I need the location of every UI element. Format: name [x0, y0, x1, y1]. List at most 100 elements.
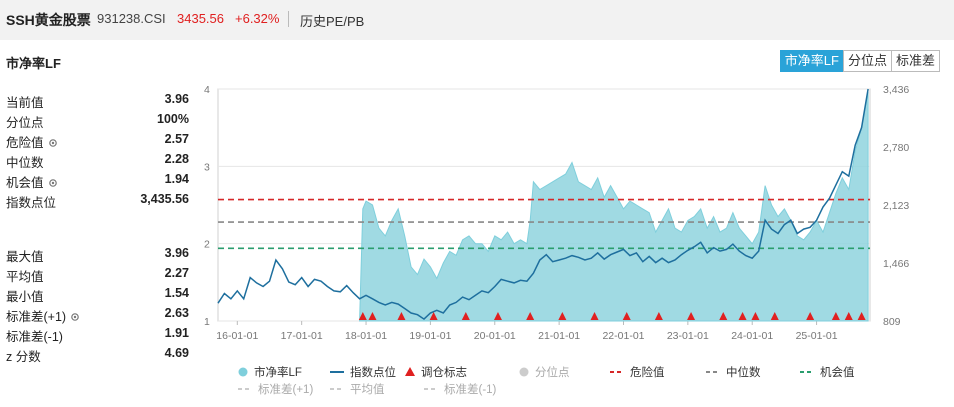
stat-value: 1.91: [164, 326, 189, 340]
stat-row: 最大值 3.96: [6, 246, 189, 264]
stat-row: z 分数 4.69: [6, 346, 189, 364]
stat-label: 标准差(+1): [6, 306, 80, 325]
stat-row: 危险值 2.57: [6, 132, 189, 150]
legend-label: 平均值: [350, 384, 385, 396]
legend-label: 指数点位: [350, 367, 396, 379]
x-tick-label: 24-01-01: [731, 330, 773, 342]
rebalance-marker: [622, 312, 631, 320]
legend-item[interactable]: 危险值: [610, 364, 665, 380]
y-left-tick-label: 1: [204, 316, 210, 328]
legend-item[interactable]: 平均值: [330, 381, 385, 397]
stat-value: 4.69: [164, 346, 189, 360]
rebalance-marker: [368, 312, 377, 320]
y-left-tick-label: 3: [204, 161, 210, 173]
legend-symbol-icon: [706, 367, 720, 380]
tab-std-dev[interactable]: 标准差: [890, 50, 940, 72]
stat-row: 当前值 3.96: [6, 92, 189, 110]
legend-symbol-icon: [330, 384, 344, 397]
settings-icon[interactable]: [70, 311, 80, 321]
top-header: SSH黄金股票 931238.CSI 3435.56 +6.32% 历史PE/P…: [0, 0, 954, 38]
legend-label: 危险值: [630, 367, 665, 379]
stat-value: 1.54: [164, 286, 189, 300]
stat-value: 3.96: [164, 92, 189, 106]
legend-label: 分位点: [535, 367, 570, 379]
index-change: +6.32%: [235, 11, 280, 26]
legend-symbol-icon: [800, 367, 814, 380]
legend-label: 调仓标志: [421, 367, 467, 379]
settings-icon[interactable]: [48, 177, 58, 187]
legend-symbol-icon: [405, 367, 415, 380]
stat-row: 指数点位 3,435.56: [6, 192, 189, 210]
stat-label: 机会值: [6, 172, 58, 191]
index-price: 3435.56: [177, 11, 224, 26]
header-divider: [288, 11, 289, 27]
stat-label: 标准差(-1): [6, 330, 63, 344]
stat-label: 当前值: [6, 96, 44, 110]
y-right-tick-label: 2,780: [883, 142, 909, 154]
stat-label: 最大值: [6, 250, 44, 264]
legend-label: 中位数: [726, 367, 761, 379]
stat-value: 2.28: [164, 152, 189, 166]
y-left-tick-label: 4: [204, 84, 210, 96]
stat-value: 2.27: [164, 266, 189, 280]
legend-item[interactable]: 标准差(+1): [238, 381, 313, 397]
legend-symbol-icon: [610, 367, 624, 380]
legend-symbol-icon: [424, 384, 438, 397]
rebalance-marker: [429, 312, 438, 320]
x-tick-label: 20-01-01: [474, 330, 516, 342]
rebalance-marker: [687, 312, 696, 320]
stat-value: 2.57: [164, 132, 189, 146]
legend-symbol-icon: [330, 367, 344, 380]
legend-item[interactable]: 指数点位: [330, 364, 396, 380]
stat-row: 分位点 100%: [6, 112, 189, 130]
x-tick-label: 18-01-01: [345, 330, 387, 342]
stat-label: 分位点: [6, 116, 44, 130]
legend-item[interactable]: 调仓标志: [405, 364, 467, 380]
rebalance-marker: [358, 312, 367, 320]
valuation-panel: 市净率LF 市净率LF 分位点 标准差: [0, 40, 954, 407]
stat-row: 标准差(+1) 2.63: [6, 306, 189, 324]
rebalance-marker: [751, 312, 760, 320]
y-right-tick-label: 1,466: [883, 258, 909, 270]
stat-value: 3,435.56: [140, 192, 189, 206]
rebalance-marker: [738, 312, 747, 320]
stat-value: 3.96: [164, 246, 189, 260]
legend-item[interactable]: 市净率LF: [238, 364, 302, 380]
stat-label: 危险值: [6, 132, 58, 151]
legend-item[interactable]: 分位点: [519, 364, 570, 380]
index-name: SSH黄金股票: [6, 12, 91, 28]
legend-item[interactable]: 机会值: [800, 364, 855, 380]
panel-title: 市净率LF: [6, 56, 61, 71]
x-tick-label: 17-01-01: [281, 330, 323, 342]
stat-label: 平均值: [6, 270, 44, 284]
stat-label: 最小值: [6, 290, 44, 304]
pb-area: [359, 92, 869, 322]
rebalance-marker: [857, 312, 866, 320]
x-tick-label: 16-01-01: [216, 330, 258, 342]
stat-value: 1.94: [164, 172, 189, 186]
legend-label: 标准差(-1): [444, 384, 497, 396]
history-pe-pb-link[interactable]: 历史PE/PB: [300, 14, 365, 29]
rebalance-marker: [558, 312, 567, 320]
stat-row: 平均值 2.27: [6, 266, 189, 284]
x-tick-label: 23-01-01: [667, 330, 709, 342]
y-right-tick-label: 3,436: [883, 84, 909, 96]
y-right-tick-label: 809: [883, 316, 901, 328]
x-tick-label: 19-01-01: [409, 330, 451, 342]
rebalance-marker: [806, 312, 815, 320]
y-left-tick-label: 2: [204, 239, 210, 251]
legend-item[interactable]: 标准差(-1): [424, 381, 496, 397]
rebalance-marker: [493, 312, 502, 320]
rebalance-marker: [526, 312, 535, 320]
rebalance-marker: [654, 312, 663, 320]
y-right-tick-label: 2,123: [883, 200, 909, 212]
settings-icon[interactable]: [48, 137, 58, 147]
legend-item[interactable]: 中位数: [706, 364, 761, 380]
rebalance-marker: [831, 312, 840, 320]
stat-row: 机会值 1.94: [6, 172, 189, 190]
stat-label: 中位数: [6, 156, 44, 170]
metric-tabs: 市净率LF 分位点 标准差: [779, 50, 940, 72]
legend-label: 市净率LF: [254, 367, 302, 379]
tab-pb-lf[interactable]: 市净率LF: [779, 50, 844, 72]
stat-row: 最小值 1.54: [6, 286, 189, 304]
